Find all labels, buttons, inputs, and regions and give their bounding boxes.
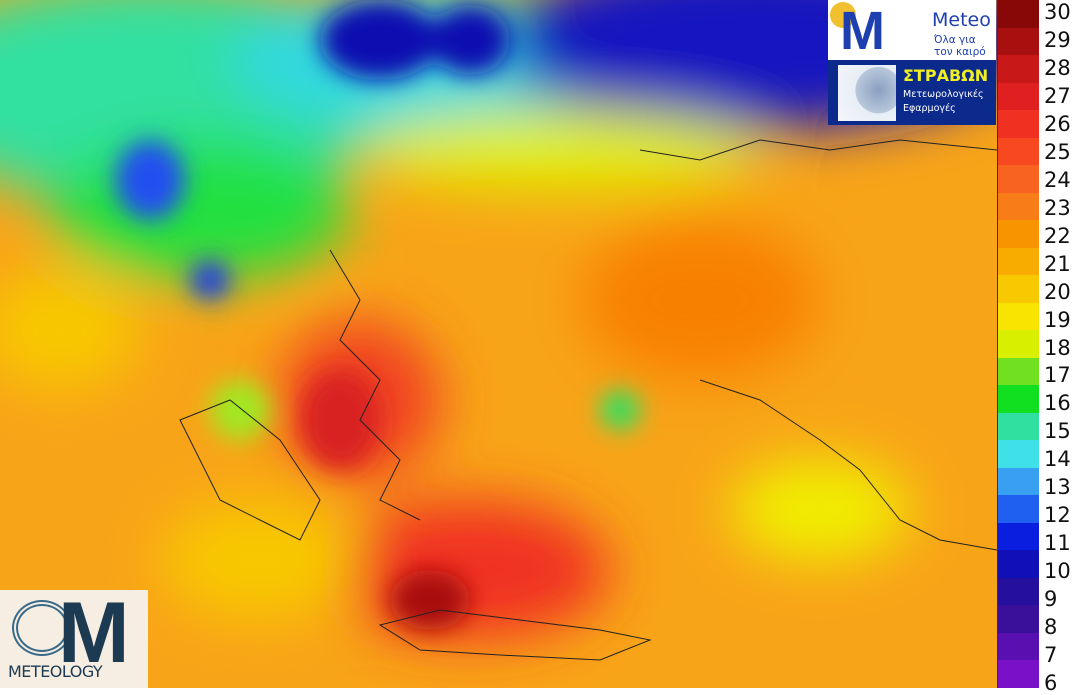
colorbar-segment [998, 660, 1040, 688]
colorbar-segment [998, 550, 1040, 578]
colorbar-label: 11 [1044, 531, 1071, 556]
stravon-title: ΣΤΡΑΒΩΝ [903, 66, 989, 85]
colorbar-label: 8 [1044, 615, 1058, 640]
colorbar-segment [998, 440, 1040, 468]
colorbar-segment [998, 467, 1040, 496]
meteo-name: Meteo [932, 9, 991, 31]
colorbar-segment [998, 192, 1040, 221]
colorbar-segment [998, 165, 1040, 193]
colorbar-label: 15 [1044, 419, 1071, 444]
temperature-colorbar [997, 0, 1040, 688]
colorbar-label: 28 [1044, 55, 1071, 80]
wave-icon [12, 600, 72, 656]
colorbar-label: 26 [1044, 111, 1071, 136]
colorbar-label: 9 [1044, 587, 1058, 612]
colorbar-segment [998, 577, 1040, 606]
colorbar-label: 17 [1044, 363, 1071, 388]
meteo-logo: M Meteo Όλα για τον καιρό [828, 0, 996, 60]
colorbar-label: 30 [1044, 0, 1071, 24]
colorbar-label: 23 [1044, 195, 1071, 220]
colorbar-segment [998, 0, 1040, 28]
colorbar-segment [998, 330, 1040, 358]
colorbar-segment [998, 522, 1040, 551]
colorbar-segment [998, 220, 1040, 248]
colorbar-label: 22 [1044, 223, 1071, 248]
colorbar-labels: 6 7 8 9 10 11 12 13 14 15 16 17 18 19 20 21 22 23 24 25 26 27… [1039, 0, 1080, 695]
colorbar-segment [998, 632, 1040, 661]
colorbar-label: 27 [1044, 83, 1071, 108]
colorbar-label: 25 [1044, 139, 1071, 164]
colorbar-label: 29 [1044, 27, 1071, 52]
coastline [699, 379, 997, 551]
coastline [378, 609, 652, 661]
colorbar-segment [998, 247, 1040, 276]
colorbar-segment [998, 357, 1040, 386]
colorbar-label: 10 [1044, 559, 1071, 584]
colorbar-segment [998, 605, 1040, 633]
colorbar-segment [998, 275, 1040, 303]
m-logo-icon: M [840, 1, 885, 61]
colorbar-segment [998, 82, 1040, 111]
colorbar-label: 7 [1044, 643, 1058, 668]
colorbar-segment [998, 385, 1040, 413]
colorbar-segment [998, 27, 1040, 56]
colorbar-segment [998, 495, 1040, 523]
coastline [329, 249, 421, 521]
colorbar-label: 24 [1044, 167, 1071, 192]
colorbar-label: 6 [1044, 671, 1058, 695]
colorbar-segment [998, 55, 1040, 83]
colorbar-label: 12 [1044, 503, 1071, 528]
stravon-subtitle: Μετεωρολογικές Εφαρμογές [903, 89, 984, 114]
sun-icon [830, 2, 856, 28]
stravon-logo: ΣΤΡΑΒΩΝ Μετεωρολογικές Εφαρμογές [828, 60, 996, 125]
colorbar-segment [998, 110, 1040, 138]
colorbar-label: 16 [1044, 391, 1071, 416]
colorbar-segment [998, 137, 1040, 166]
colorbar-label: 19 [1044, 307, 1071, 332]
colorbar-segment [998, 412, 1040, 441]
colorbar-label: 18 [1044, 335, 1071, 360]
coastline [639, 139, 997, 161]
colorbar-label: 13 [1044, 475, 1071, 500]
colorbar-segment [998, 302, 1040, 331]
stravon-emblem-icon [838, 65, 896, 121]
meteology-text: METEOLOGY [8, 662, 103, 681]
colorbar-label: 14 [1044, 447, 1071, 472]
colorbar-label: 21 [1044, 251, 1071, 276]
m-letter-icon: M [58, 585, 130, 681]
coastline [179, 399, 321, 541]
colorbar-label: 20 [1044, 279, 1071, 304]
meteology-logo: M METEOLOGY [0, 590, 148, 688]
meteo-tagline: Όλα για τον καιρό [934, 34, 986, 58]
